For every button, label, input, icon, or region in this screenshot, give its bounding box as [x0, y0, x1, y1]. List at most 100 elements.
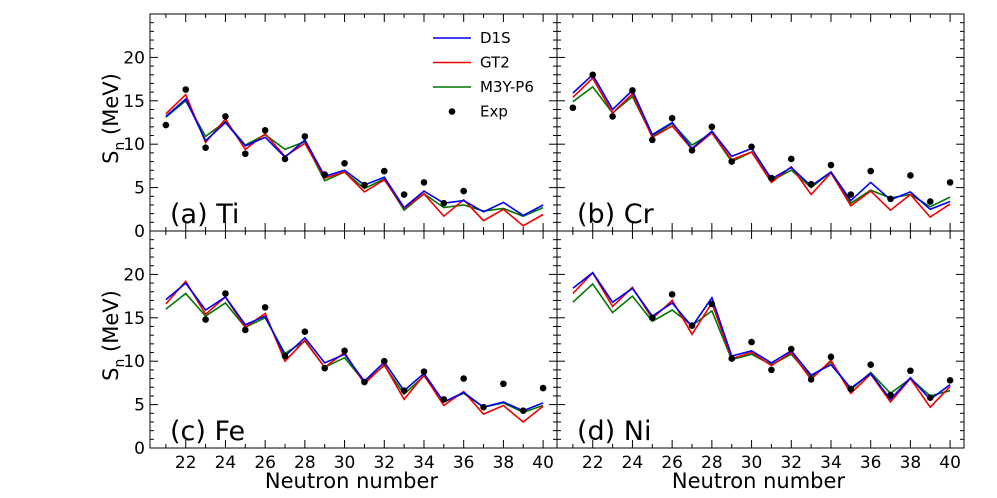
exp-point: [787, 155, 795, 163]
exp-point: [688, 146, 696, 154]
y-axis-title: Sn (MeV): [99, 73, 128, 164]
x-tick-label: 32: [373, 453, 395, 473]
exp-point: [748, 338, 755, 346]
x-tick-label: 30: [334, 453, 356, 473]
exp-point: [361, 181, 368, 189]
y-tick-label: 5: [134, 179, 145, 199]
exp-point: [420, 179, 428, 186]
exp-point: [648, 314, 656, 322]
exp-point: [261, 304, 269, 311]
exp-point: [907, 172, 914, 179]
series-line-gt2: [165, 279, 544, 424]
exp-point: [688, 322, 696, 329]
exp-point: [589, 71, 597, 79]
exp-point: [321, 364, 329, 372]
exp-point: [222, 113, 229, 120]
exp-point: [926, 198, 934, 205]
exp-point: [946, 376, 954, 384]
exp-point: [708, 300, 716, 308]
x-tick-label: 38: [900, 453, 922, 473]
exp-point: [847, 385, 855, 393]
x-tick-label: 36: [453, 453, 475, 473]
exp-point: [281, 352, 289, 360]
y-tick-label: 5: [134, 396, 145, 416]
exp-point: [867, 167, 874, 175]
legend: D1S GT2 M3Y-P6 Exp: [433, 29, 534, 121]
exp-point: [182, 86, 190, 93]
panel-1: 0 5 10 15 20 Sn (MeV) (a) Ti: [99, 13, 558, 242]
x-tick-label: 32: [780, 453, 802, 473]
series-line-gt2: [572, 271, 951, 409]
exp-point: [827, 161, 835, 169]
exp-point: [907, 367, 914, 375]
legend-item-m3y-p6: M3Y-P6: [433, 78, 534, 96]
exp-point: [728, 355, 736, 362]
exp-point: [946, 179, 954, 186]
exp-point: [420, 368, 428, 375]
legend-label: GT2: [480, 54, 510, 72]
exp-point: [807, 376, 815, 383]
series-line-d1s: [572, 73, 951, 211]
panel-4: 22 24 26 28 30 32 34 36 38 40 Neutron number (d) Ni: [556, 230, 965, 493]
legend-label: M3Y-P6: [480, 78, 534, 96]
exp-point: [569, 104, 577, 112]
exp-point: [748, 143, 755, 151]
legend-swatch: [448, 108, 456, 115]
legend-item-gt2: GT2: [433, 54, 510, 72]
exp-point: [629, 87, 636, 94]
exp-point: [480, 403, 487, 411]
x-tick-label: 40: [532, 453, 554, 473]
exp-point: [787, 345, 795, 353]
series-line-m3y-p6: [165, 292, 544, 414]
exp-point: [887, 195, 894, 203]
legend-item-d1s: D1S: [433, 29, 511, 47]
exp-point: [609, 113, 616, 120]
exp-point: [440, 396, 448, 403]
exp-point: [380, 167, 388, 175]
exp-point: [321, 171, 329, 178]
exp-point: [440, 199, 448, 207]
exp-point: [500, 380, 507, 388]
exp-point: [281, 155, 289, 163]
exp-point: [301, 328, 309, 335]
exp-point: [202, 316, 209, 323]
exp-point: [648, 136, 656, 144]
exp-point: [728, 158, 736, 165]
exp-point: [162, 121, 170, 129]
exp-point: [380, 357, 388, 365]
y-tick-label: 15: [123, 309, 145, 329]
exp-point: [400, 387, 408, 395]
panel-3: 0 5 10 15 20 22 24 26 28 30 32 34 36 38 40 Sn (MeV) Neut…: [99, 230, 558, 493]
exp-point: [400, 191, 408, 198]
exp-point: [668, 291, 676, 298]
exp-point: [460, 375, 467, 382]
series-line-gt2: [165, 93, 544, 227]
exp-point: [202, 144, 209, 151]
exp-point: [867, 361, 874, 368]
series-line-m3y-p6: [572, 282, 951, 397]
exp-point: [847, 191, 855, 198]
x-tick-label: 26: [661, 453, 683, 473]
x-tick-label: 22: [175, 453, 197, 473]
exp-point: [768, 174, 775, 182]
panel-2: (b) Cr: [556, 13, 965, 232]
panel-frame: [556, 230, 965, 449]
panel-label: (c) Fe: [170, 416, 245, 447]
exp-point: [341, 347, 348, 355]
series-line-d1s: [165, 97, 544, 217]
series-line-m3y-p6: [572, 85, 951, 208]
exp-point: [261, 127, 269, 134]
exp-point: [926, 394, 934, 401]
x-tick-label: 40: [939, 453, 961, 473]
x-tick-label: 24: [622, 453, 644, 473]
y-axis-title: Sn (MeV): [99, 290, 128, 381]
y-tick-label: 0: [134, 439, 145, 459]
exp-point: [827, 353, 835, 361]
x-tick-label: 26: [254, 453, 276, 473]
exp-point: [768, 366, 775, 374]
x-tick-label: 28: [294, 453, 316, 473]
series-line-d1s: [165, 281, 544, 412]
exp-point: [460, 187, 467, 195]
exp-point: [222, 290, 229, 297]
